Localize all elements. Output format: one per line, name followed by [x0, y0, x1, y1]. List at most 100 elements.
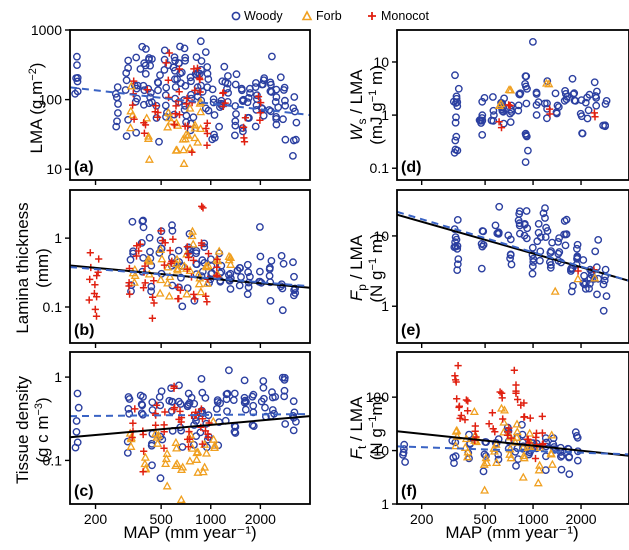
point-forb-f [525, 428, 535, 437]
point-woody-b [226, 285, 235, 293]
point-woody-c [156, 474, 165, 483]
point-woody-c [224, 366, 233, 375]
point-woody-c [223, 407, 231, 416]
point-forb-f [460, 442, 470, 451]
point-woody-b [198, 256, 207, 265]
point-woody-a [201, 48, 210, 56]
ylabel-c-units: (g c m−3) [33, 397, 52, 462]
point-monocot-b [189, 256, 198, 264]
point-woody-c [230, 389, 239, 398]
point-woody-a [73, 52, 81, 61]
point-monocot-f [461, 416, 469, 424]
point-woody-b [243, 290, 252, 299]
point-woody-a [208, 85, 217, 94]
fit-line-woody-f [397, 445, 629, 456]
point-woody-e [602, 292, 611, 300]
point-woody-e [581, 279, 590, 288]
point-woody-e [569, 281, 577, 290]
point-woody-e [506, 250, 515, 259]
point-woody-d [514, 106, 523, 115]
point-woody-b [255, 223, 264, 231]
point-woody-e [536, 233, 545, 242]
point-woody-e [506, 235, 515, 244]
ytick-label-d: 0.1 [370, 160, 390, 176]
ytick-label-b: 0.1 [43, 299, 63, 315]
point-woody-c [249, 401, 258, 410]
point-woody-b [278, 306, 287, 315]
point-woody-a [152, 114, 161, 122]
point-forb-d [504, 85, 514, 94]
point-monocot-b [135, 247, 143, 255]
point-woody-a [288, 151, 297, 160]
point-woody-d [568, 74, 577, 83]
panel-b: Lamina thickness (mm) 0.1 1 (b) [13, 189, 311, 348]
point-forb-b [144, 254, 154, 263]
point-woody-c [138, 401, 147, 410]
point-woody-e [533, 237, 542, 246]
ytick-label-a: 10 [46, 161, 62, 177]
point-woody-d [522, 99, 531, 108]
panel-letter-f: (f) [401, 483, 417, 500]
point-woody-c [240, 393, 249, 402]
point-monocot-b [191, 295, 199, 303]
point-monocot-f [512, 381, 520, 389]
point-woody-b [178, 302, 187, 311]
point-monocot-f [471, 422, 479, 430]
point-woody-d [478, 130, 487, 139]
point-woody-a [187, 90, 195, 99]
point-monocot-c [184, 443, 193, 451]
point-woody-c [222, 395, 231, 404]
point-woody-a [281, 135, 290, 144]
point-monocot-c [176, 407, 184, 415]
point-woody-c [178, 443, 187, 451]
ylabel-b-units: (mm) [33, 248, 52, 288]
point-forb-c [209, 434, 219, 443]
point-woody-d [499, 119, 508, 128]
point-monocot-d [590, 109, 598, 117]
point-woody-a [191, 70, 200, 78]
point-woody-c [139, 392, 147, 401]
point-forb-b [187, 230, 197, 240]
point-monocot-a [175, 88, 183, 96]
point-forb-f [534, 465, 544, 474]
point-woody-c [184, 389, 193, 398]
point-forb-f [462, 452, 472, 461]
panel-a: LMA (g m−2) 10 100 1000 (a) [27, 22, 311, 185]
point-woody-f [465, 430, 473, 439]
point-woody-f [573, 456, 582, 465]
point-forb-f [491, 439, 501, 448]
point-woody-a [232, 70, 241, 79]
point-forb-f [499, 417, 509, 426]
point-woody-c [291, 417, 300, 426]
point-woody-f [451, 452, 460, 461]
point-monocot-b [185, 253, 193, 262]
point-monocot-a [203, 129, 211, 138]
point-woody-e [529, 254, 538, 263]
point-woody-e [591, 247, 600, 256]
point-forb-b [156, 244, 166, 254]
point-woody-c [248, 392, 257, 401]
point-forb-f [506, 453, 516, 462]
point-woody-a [251, 122, 260, 131]
panel-d: Ws / LMA (mJ g−1 m) 0.1 1 10 (d) [347, 29, 629, 185]
point-woody-a [252, 91, 261, 100]
point-forb-a [143, 131, 154, 140]
point-forb-f [452, 431, 462, 440]
ytick-label-d: 1 [381, 107, 389, 123]
point-forb-f [546, 449, 556, 458]
point-woody-a [267, 52, 276, 61]
point-woody-c [261, 403, 269, 412]
point-woody-a [73, 61, 81, 69]
point-monocot-c [153, 401, 161, 409]
point-monocot-f [453, 395, 461, 403]
point-woody-a [170, 53, 179, 62]
point-forb-a [143, 133, 153, 142]
point-woody-a [203, 63, 212, 71]
point-woody-d [590, 78, 599, 87]
point-woody-e [554, 237, 562, 246]
point-monocot-a [182, 100, 191, 108]
point-monocot-b [85, 296, 93, 304]
point-woody-a [259, 111, 268, 120]
point-woody-a [113, 117, 121, 126]
